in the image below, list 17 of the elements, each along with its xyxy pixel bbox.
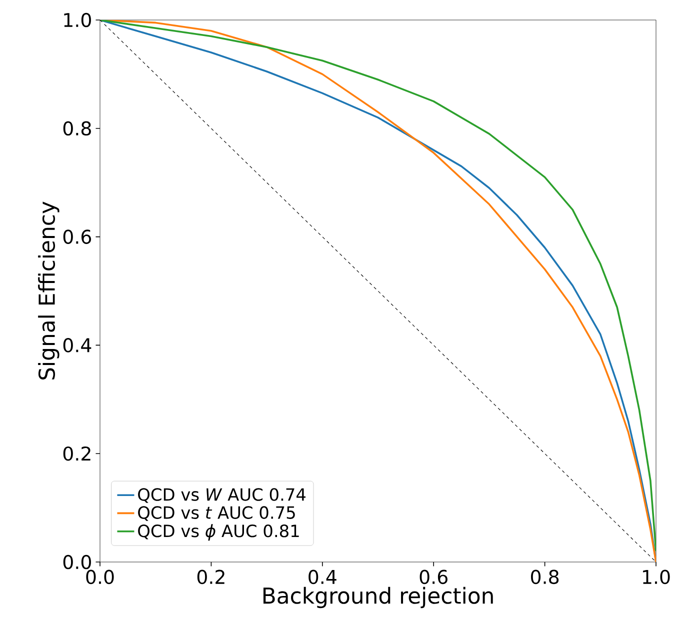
y-tick-label: 0.4: [63, 338, 92, 352]
y-tick-label: 0.8: [63, 121, 91, 136]
y-tick-label: 1.0: [64, 12, 91, 28]
y-axis-title: Signal Efficiency: [38, 202, 60, 380]
x-tick-label: 0.6: [420, 570, 448, 584]
y-tick-label: 0.0: [63, 554, 91, 570]
x-tick-label: 0.0: [86, 570, 114, 584]
x-tick-label: 0.2: [197, 570, 224, 584]
x-tick-label: 0.8: [531, 570, 559, 584]
legend-label: QCD vs t AUC 0.75: [138, 506, 295, 521]
x-axis-title: Background rejection: [263, 586, 493, 608]
y-tick-label: 0.6: [63, 230, 92, 244]
x-tick-label: 1.0: [643, 570, 670, 584]
legend-label: QCD vs W AUC 0.74: [138, 488, 306, 503]
x-tick-label: 0.4: [308, 570, 336, 584]
legend-label: QCD vs ϕ AUC 0.81: [138, 524, 299, 541]
y-tick-label: 0.2: [63, 446, 90, 461]
